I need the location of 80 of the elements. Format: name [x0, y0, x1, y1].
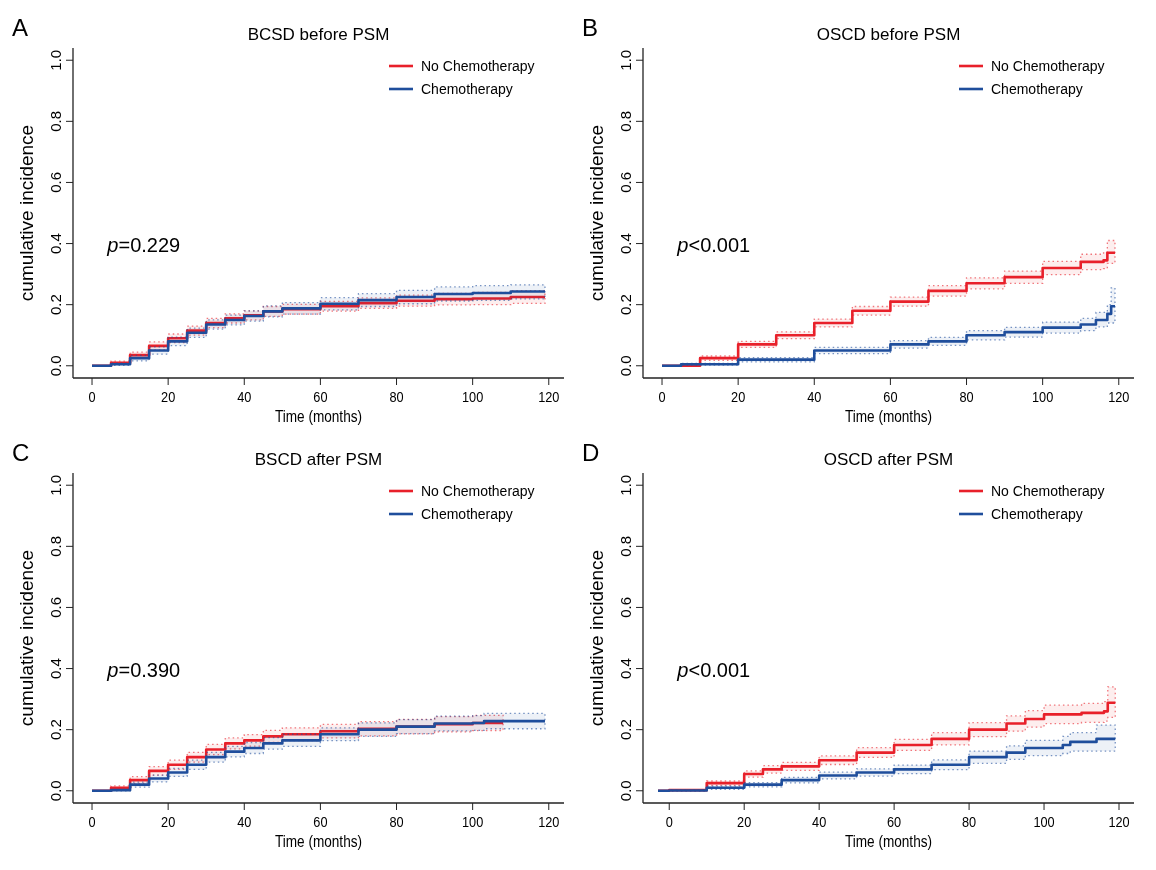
chart-title: BCSD before PSM [247, 25, 390, 44]
x-tick-label: 60 [313, 387, 328, 406]
legend-label: No Chemotherapy [421, 483, 535, 499]
y-tick-label: 0.8 [617, 535, 634, 557]
x-tick-label: 20 [731, 387, 746, 406]
y-tick-label: 0.4 [47, 233, 64, 254]
x-tick-label: 40 [807, 387, 822, 406]
annotation: p<0.001 [676, 233, 751, 256]
y-tick-label: 0.0 [617, 355, 634, 377]
x-tick-label: 120 [1108, 812, 1130, 831]
y-tick-label: 1.0 [47, 49, 64, 71]
x-tick-label: 20 [737, 812, 752, 831]
x-tick-label: 40 [812, 812, 827, 831]
legend-label: No Chemotherapy [421, 58, 535, 74]
x-tick-label: 0 [88, 812, 96, 831]
x-axis-title: Time (months) [844, 832, 933, 851]
y-tick-label: 0.4 [617, 233, 634, 254]
x-axis-title: Time (months) [274, 407, 363, 426]
annotation: p<0.001 [676, 658, 751, 681]
legend-label: No Chemotherapy [991, 483, 1105, 499]
y-tick-label: 0.6 [47, 597, 64, 618]
x-tick-label: 20 [161, 387, 176, 406]
y-axis-title: cumulative incidence [16, 124, 37, 302]
x-tick-label: 20 [161, 812, 176, 831]
text: C [12, 439, 30, 466]
x-tick-label: 100 [1032, 387, 1054, 406]
y-tick-label: 0.0 [617, 780, 634, 802]
x-tick-label: 60 [313, 812, 328, 831]
x-tick-label: 100 [462, 812, 484, 831]
x-tick-label: 80 [959, 387, 974, 406]
x-tick-label: 120 [538, 812, 560, 831]
legend-label: Chemotherapy [421, 81, 513, 97]
x-tick-label: 40 [237, 387, 252, 406]
annotation: p=0.229 [106, 233, 181, 256]
y-tick-label: 0.6 [47, 172, 64, 193]
legend-label: Chemotherapy [991, 81, 1083, 97]
legend-label: No Chemotherapy [991, 58, 1105, 74]
x-tick-label: 60 [883, 387, 898, 406]
y-tick-label: 0.2 [47, 294, 64, 316]
annotation: p=0.390 [106, 658, 181, 681]
y-tick-label: 0.8 [47, 110, 64, 132]
chart-title: BSCD after PSM [254, 450, 383, 469]
x-tick-label: 120 [538, 387, 560, 406]
y-tick-label: 0.2 [617, 294, 634, 316]
y-tick-label: 0.2 [617, 719, 634, 741]
chart-title: OSCD after PSM [823, 450, 954, 469]
y-tick-label: 0.4 [617, 658, 634, 679]
y-tick-label: 1.0 [617, 49, 634, 71]
x-tick-label: 40 [237, 812, 252, 831]
x-tick-label: 80 [962, 812, 977, 831]
text: D [582, 439, 600, 466]
text: B [582, 14, 599, 41]
legend-label: Chemotherapy [991, 506, 1083, 522]
x-tick-label: 80 [389, 387, 404, 406]
y-tick-label: 0.4 [47, 658, 64, 679]
y-tick-label: 0.0 [47, 780, 64, 802]
y-axis-title: cumulative incidence [586, 124, 607, 302]
text: A [12, 14, 29, 41]
x-axis-title: Time (months) [844, 407, 933, 426]
x-tick-label: 0 [665, 812, 674, 831]
chart-title: OSCD before PSM [816, 25, 961, 44]
x-tick-label: 120 [1108, 387, 1130, 406]
y-tick-label: 0.6 [617, 172, 634, 193]
y-tick-label: 0.6 [617, 597, 634, 618]
x-axis-title: Time (months) [274, 832, 363, 851]
x-tick-label: 0 [658, 387, 666, 406]
x-tick-label: 80 [389, 812, 404, 831]
y-tick-label: 0.8 [617, 110, 634, 132]
x-tick-label: 0 [88, 387, 96, 406]
y-tick-label: 1.0 [47, 474, 64, 496]
y-tick-label: 0.2 [47, 719, 64, 741]
y-tick-label: 1.0 [617, 474, 634, 496]
y-axis-title: cumulative incidence [16, 549, 37, 727]
y-tick-label: 0.0 [47, 355, 64, 377]
x-tick-label: 100 [462, 387, 484, 406]
y-axis-title: cumulative incidence [586, 549, 607, 727]
legend-label: Chemotherapy [421, 506, 513, 522]
x-tick-label: 100 [1033, 812, 1055, 831]
y-tick-label: 0.8 [47, 535, 64, 557]
x-tick-label: 60 [887, 812, 902, 831]
